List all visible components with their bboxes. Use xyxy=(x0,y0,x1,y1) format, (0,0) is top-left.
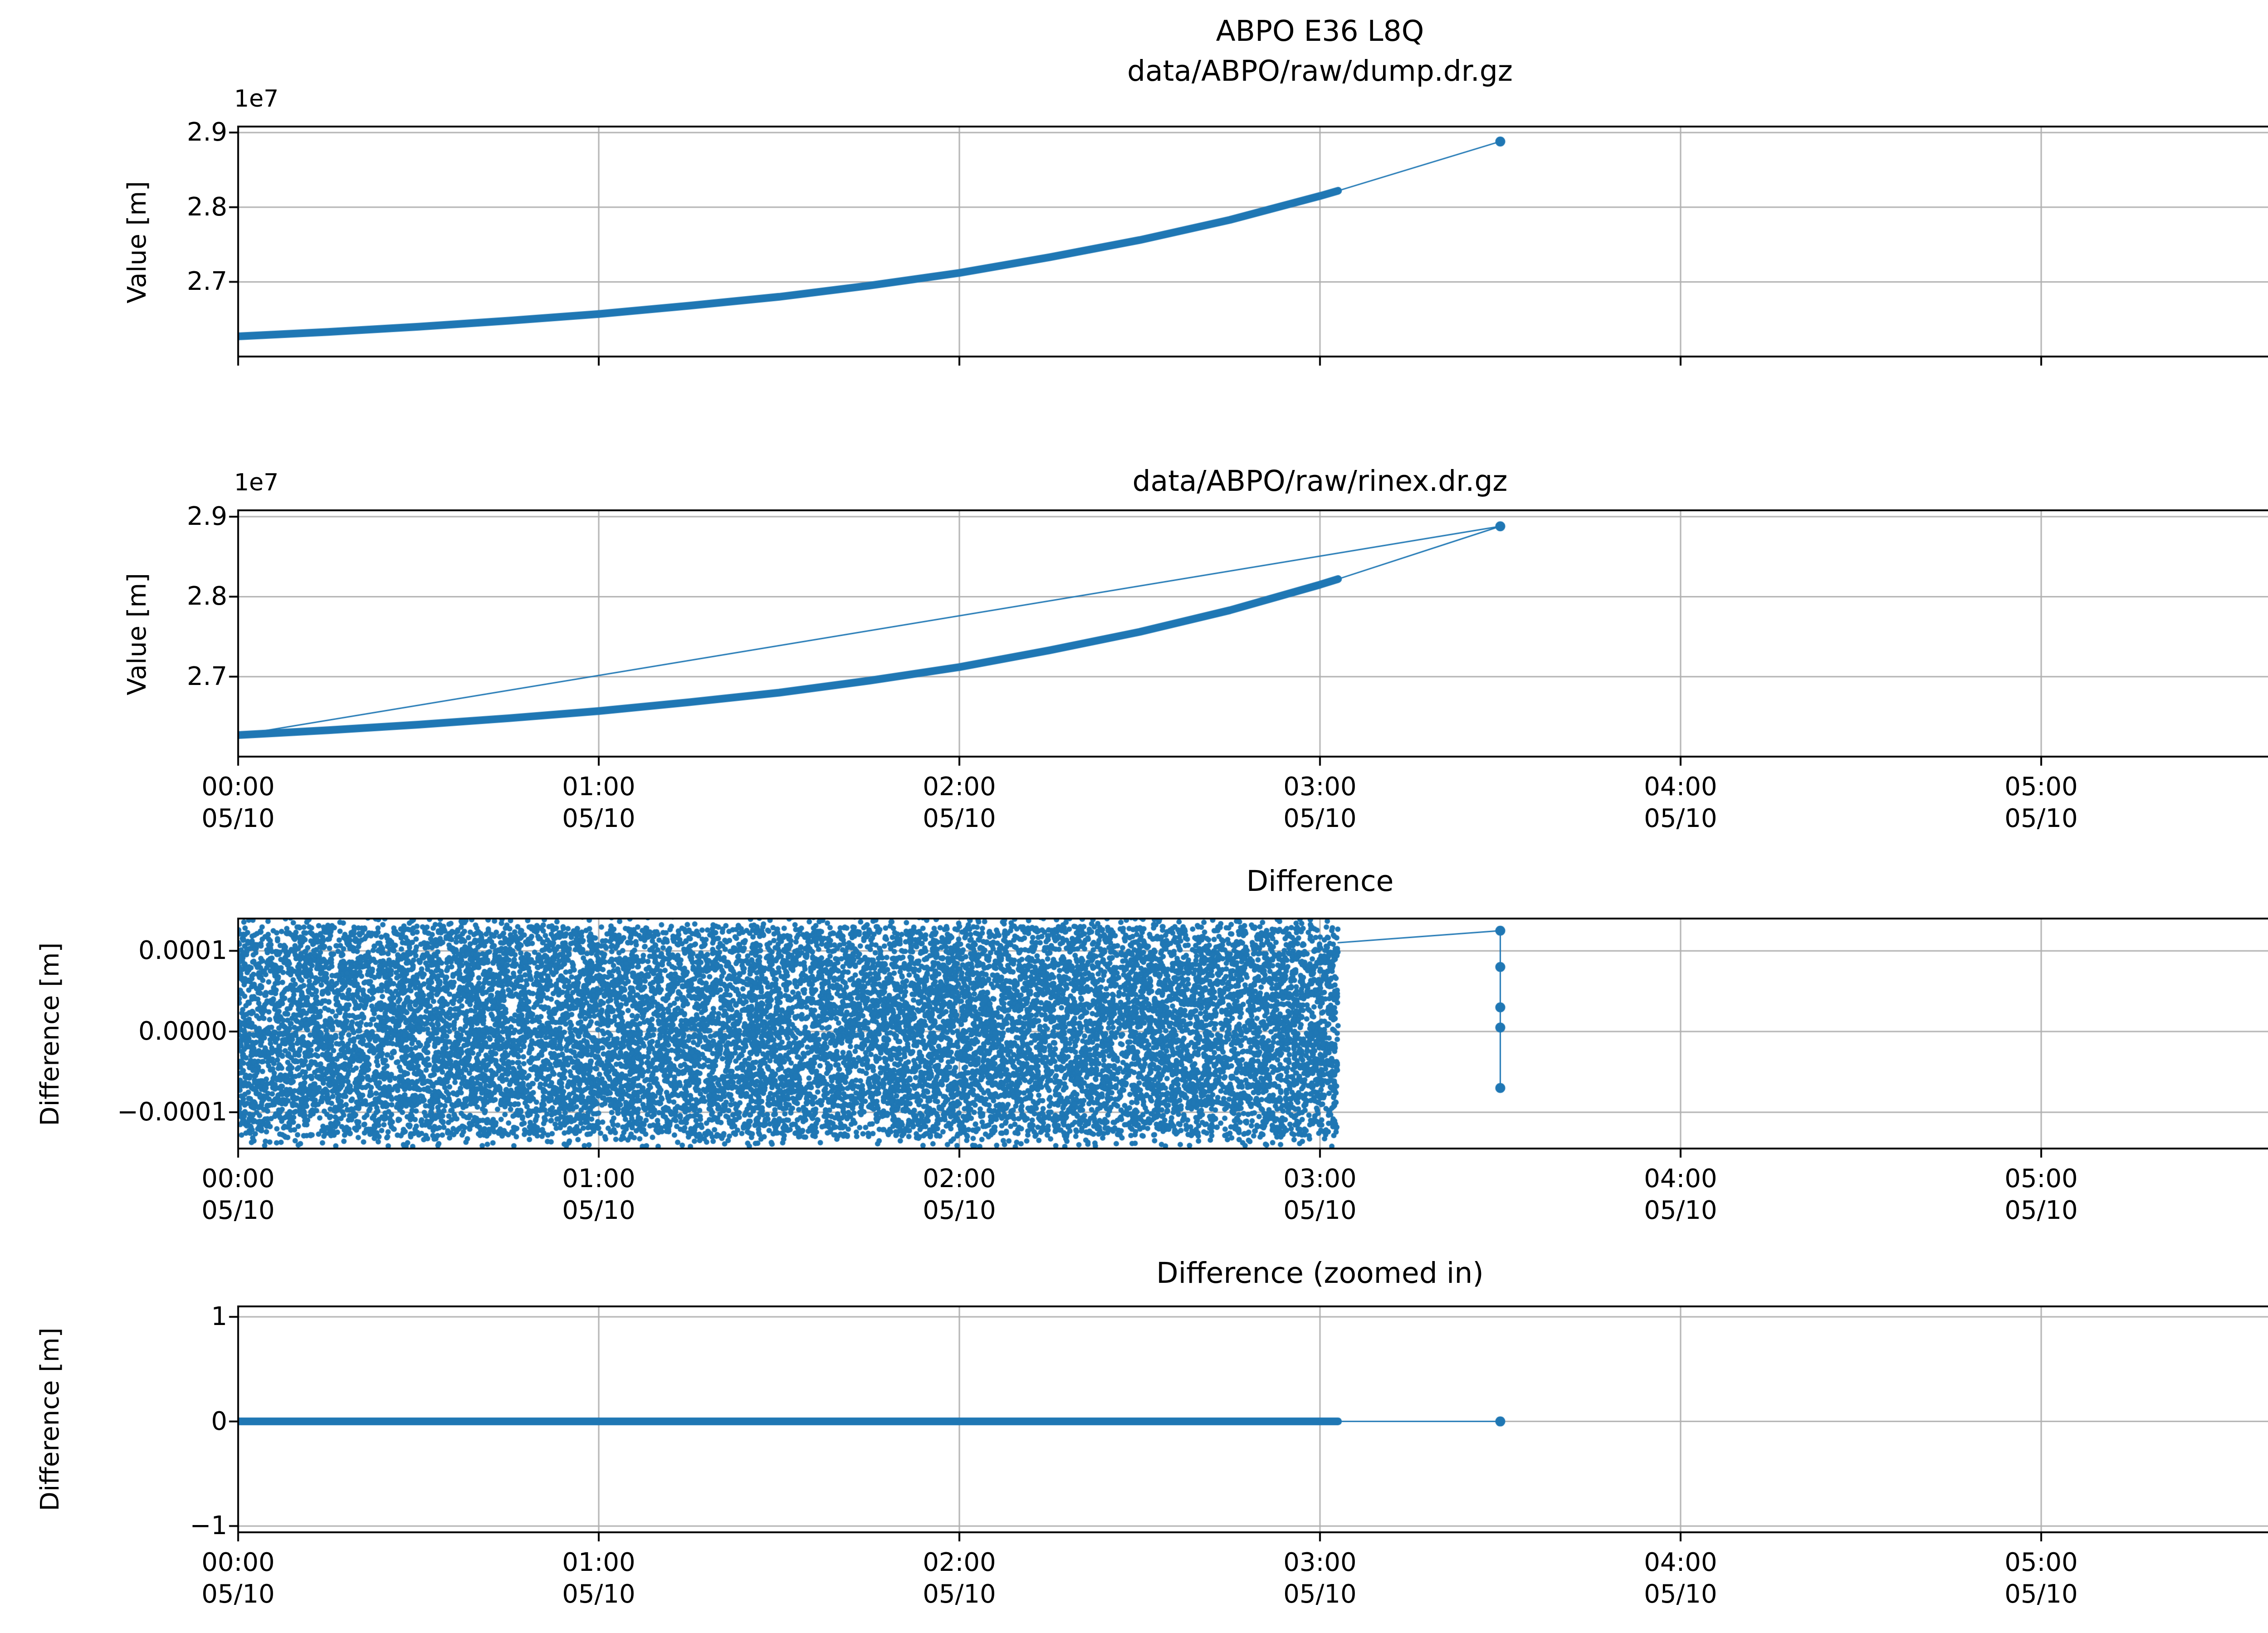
rinex-plot-canvas xyxy=(219,502,2268,781)
x-tick-label-date: 05/10 xyxy=(201,804,275,833)
x-tick-label-date: 05/10 xyxy=(2004,804,2078,833)
x-tick-label-date: 05/10 xyxy=(2004,1196,2078,1225)
subplot-dump-title: data/ABPO/raw/dump.dr.gz xyxy=(1127,54,1513,88)
x-tick-label-date: 05/10 xyxy=(923,1579,996,1609)
y-tick-label: −1 xyxy=(190,1511,227,1541)
x-tick-label-date: 05/10 xyxy=(562,1196,635,1225)
x-tick-label-date: 05/10 xyxy=(1283,804,1357,833)
x-tick-label-time: 05:00 xyxy=(2004,772,2078,802)
x-tick-label-date: 05/10 xyxy=(1644,804,1717,833)
y-axis-offset-text: 1e7 xyxy=(234,469,279,496)
x-tick-label-date: 05/10 xyxy=(1283,1196,1357,1225)
y-tick-label: 2.8 xyxy=(186,582,227,611)
x-tick-label-time: 00:00 xyxy=(201,1548,275,1577)
y-tick-label: 0 xyxy=(211,1406,227,1436)
x-tick-label-time: 03:00 xyxy=(1283,1548,1357,1577)
x-tick-label-date: 05/10 xyxy=(1644,1196,1717,1225)
x-tick-label-date: 05/10 xyxy=(923,1196,996,1225)
x-tick-label-time: 01:00 xyxy=(562,1548,635,1577)
subplot-difference-zoom-title: Difference (zoomed in) xyxy=(1156,1257,1484,1290)
y-axis-offset-text: 1e7 xyxy=(234,85,279,112)
x-tick-label-date: 05/10 xyxy=(562,1579,635,1609)
x-tick-label-date: 05/10 xyxy=(1283,1579,1357,1609)
difference-plot-canvas xyxy=(219,910,2268,1173)
y-tick-label: 2.7 xyxy=(186,661,227,691)
x-tick-label-time: 01:00 xyxy=(562,772,635,802)
y-tick-label: 2.9 xyxy=(186,117,227,147)
difference-zoom-plot-canvas xyxy=(219,1298,2268,1557)
x-tick-label-date: 05/10 xyxy=(562,804,635,833)
x-tick-label-time: 02:00 xyxy=(923,1548,996,1577)
x-tick-label-time: 05:00 xyxy=(2004,1548,2078,1577)
x-tick-label-time: 01:00 xyxy=(562,1164,635,1193)
y-axis-label: Difference [m] xyxy=(35,942,65,1126)
figure-title: ABPO E36 L8Q xyxy=(1216,15,1424,48)
x-tick-label-date: 05/10 xyxy=(923,804,996,833)
y-tick-label: −0.0001 xyxy=(117,1097,227,1127)
x-tick-label-date: 05/10 xyxy=(1644,1579,1717,1609)
x-tick-label-time: 05:00 xyxy=(2004,1164,2078,1193)
x-tick-label-time: 04:00 xyxy=(1644,772,1717,802)
dump-plot-canvas xyxy=(219,118,2268,381)
x-tick-label-time: 02:00 xyxy=(923,1164,996,1193)
x-tick-label-date: 05/10 xyxy=(2004,1579,2078,1609)
x-tick-label-time: 00:00 xyxy=(201,1164,275,1193)
subplot-rinex-title: data/ABPO/raw/rinex.dr.gz xyxy=(1132,464,1508,498)
x-tick-label-time: 04:00 xyxy=(1644,1164,1717,1193)
x-tick-label-date: 05/10 xyxy=(201,1196,275,1225)
y-tick-label: 1 xyxy=(211,1302,227,1332)
x-tick-label-time: 02:00 xyxy=(923,772,996,802)
y-axis-label: Difference [m] xyxy=(35,1327,65,1511)
y-tick-label: 2.9 xyxy=(186,502,227,532)
x-tick-label-date: 05/10 xyxy=(201,1579,275,1609)
x-tick-label-time: 03:00 xyxy=(1283,772,1357,802)
x-tick-label-time: 03:00 xyxy=(1283,1164,1357,1193)
y-tick-label: 0.0000 xyxy=(138,1017,227,1046)
y-tick-label: 2.8 xyxy=(186,192,227,222)
y-tick-label: 0.0001 xyxy=(138,936,227,966)
x-tick-label-time: 00:00 xyxy=(201,772,275,802)
y-tick-label: 2.7 xyxy=(186,267,227,297)
subplot-difference-title: Difference xyxy=(1246,865,1394,898)
x-tick-label-time: 04:00 xyxy=(1644,1548,1717,1577)
